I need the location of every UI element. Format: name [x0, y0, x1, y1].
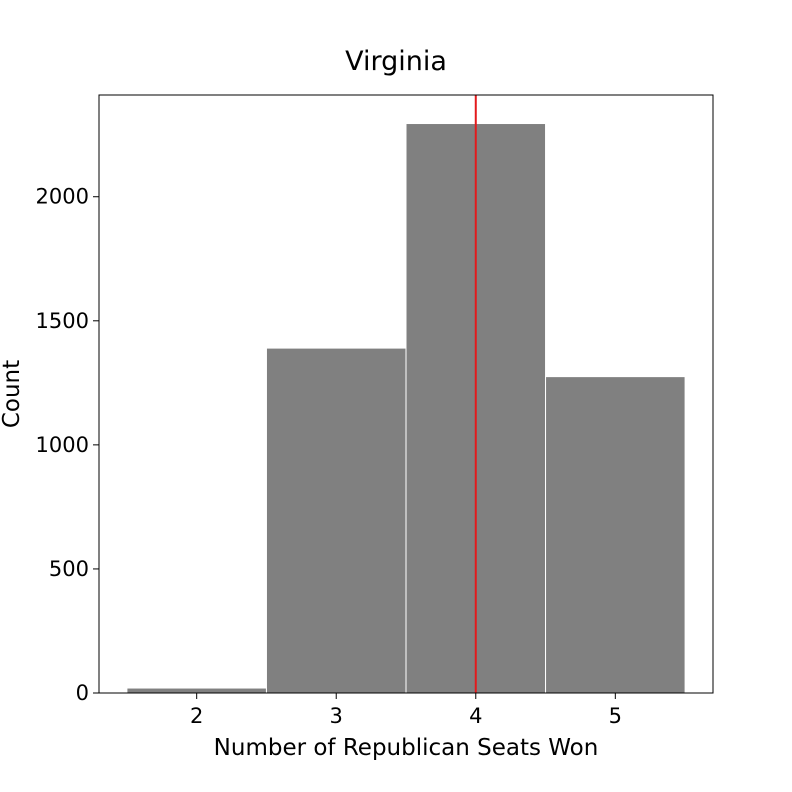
- bar-5: [545, 376, 686, 694]
- bars-group: [126, 123, 686, 694]
- x-tick-label: 5: [609, 704, 622, 728]
- plot-area-frame: [98, 94, 714, 694]
- y-tick-label: 2000: [36, 185, 89, 209]
- bar-2: [126, 687, 267, 694]
- y-tick-label: 500: [49, 557, 89, 581]
- bar-3: [265, 347, 407, 694]
- x-tick-label: 4: [469, 704, 482, 728]
- y-tick-label: 1500: [36, 309, 89, 333]
- x-tick-label: 2: [190, 704, 203, 728]
- x-axis-ticks: 2 3 4 5: [190, 693, 622, 728]
- y-axis-label: Count: [0, 360, 25, 428]
- chart-title: Virginia: [345, 46, 447, 77]
- x-axis-label: Number of Republican Seats Won: [214, 735, 599, 761]
- y-axis-ticks: 0 500 1000 1500 2000: [36, 185, 99, 705]
- y-tick-label: 0: [76, 681, 89, 705]
- x-tick-label: 3: [330, 704, 343, 728]
- y-tick-label: 1000: [36, 433, 89, 457]
